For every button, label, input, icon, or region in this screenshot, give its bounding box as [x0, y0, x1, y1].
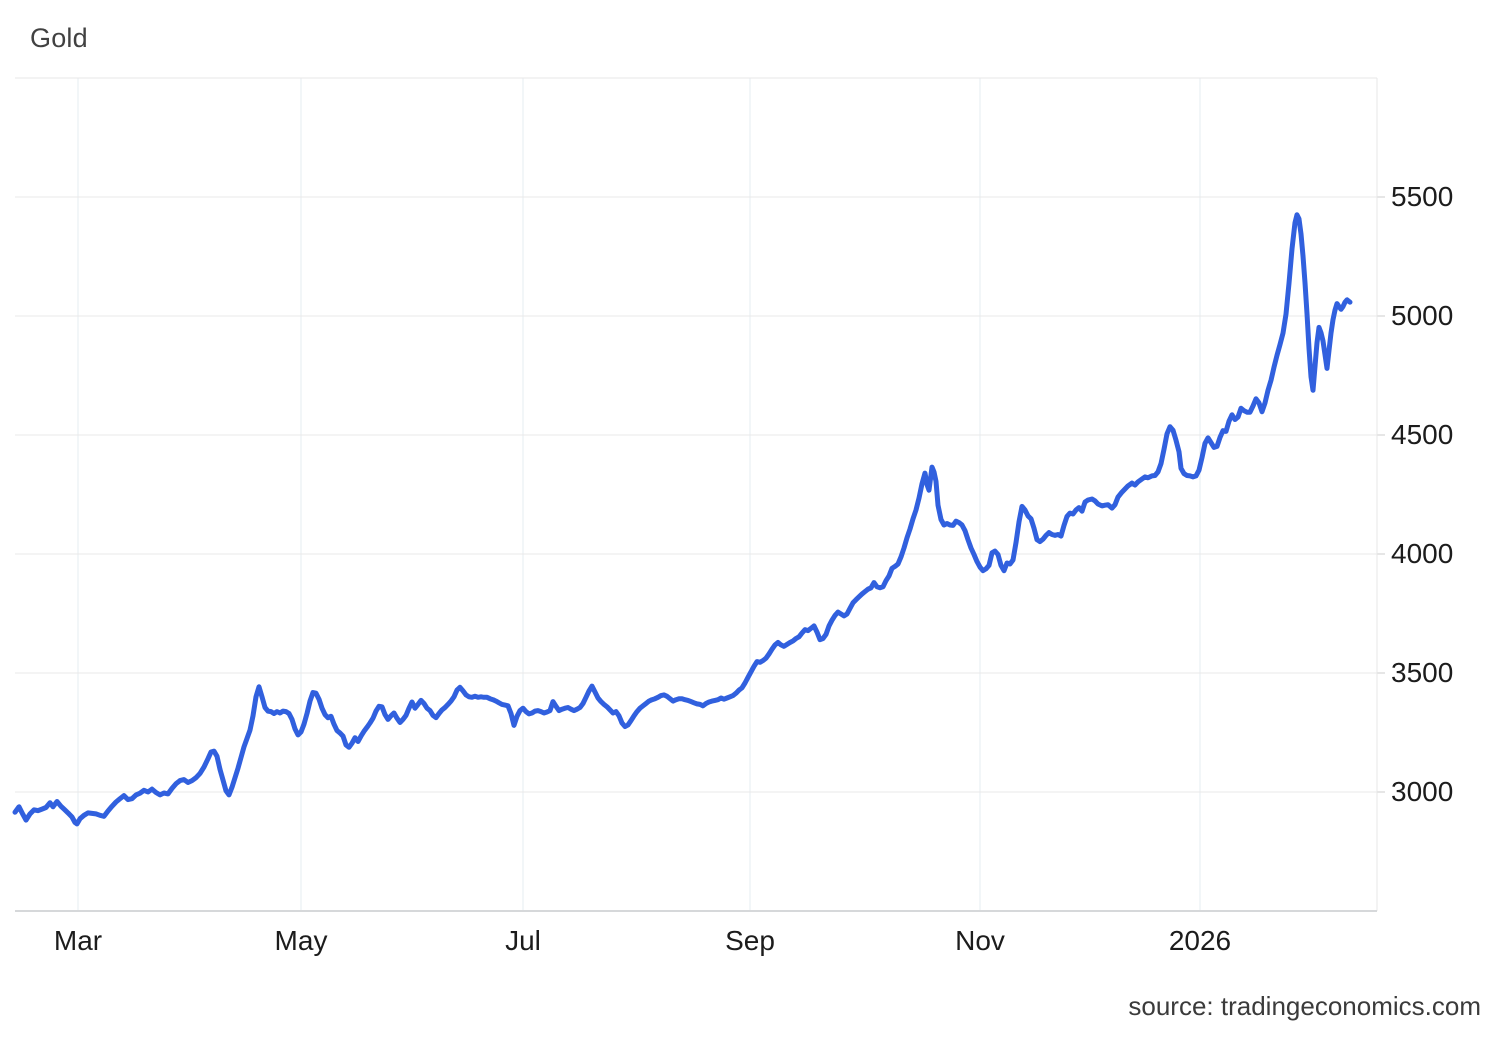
x-axis-label: Mar [53, 925, 103, 956]
x-axis-label: Nov [955, 925, 1005, 956]
y-axis-label: 5500 [1391, 181, 1454, 212]
x-axis-label: 2026 [1168, 925, 1232, 956]
y-axis-label: 3500 [1391, 657, 1454, 688]
y-axis-label: 4000 [1391, 538, 1454, 569]
x-axis-label: Sep [725, 925, 775, 956]
source-credit: source: tradingeconomics.com [1128, 991, 1481, 1021]
y-axis-label: 3000 [1391, 776, 1454, 807]
x-axis-label: Jul [505, 925, 541, 956]
y-axis-label: 4500 [1391, 419, 1454, 450]
chart-title: Gold [30, 23, 88, 53]
x-axis-label: May [274, 925, 328, 956]
gold-price-line[interactable] [12, 212, 1353, 827]
y-axis-label: 5000 [1391, 300, 1454, 331]
